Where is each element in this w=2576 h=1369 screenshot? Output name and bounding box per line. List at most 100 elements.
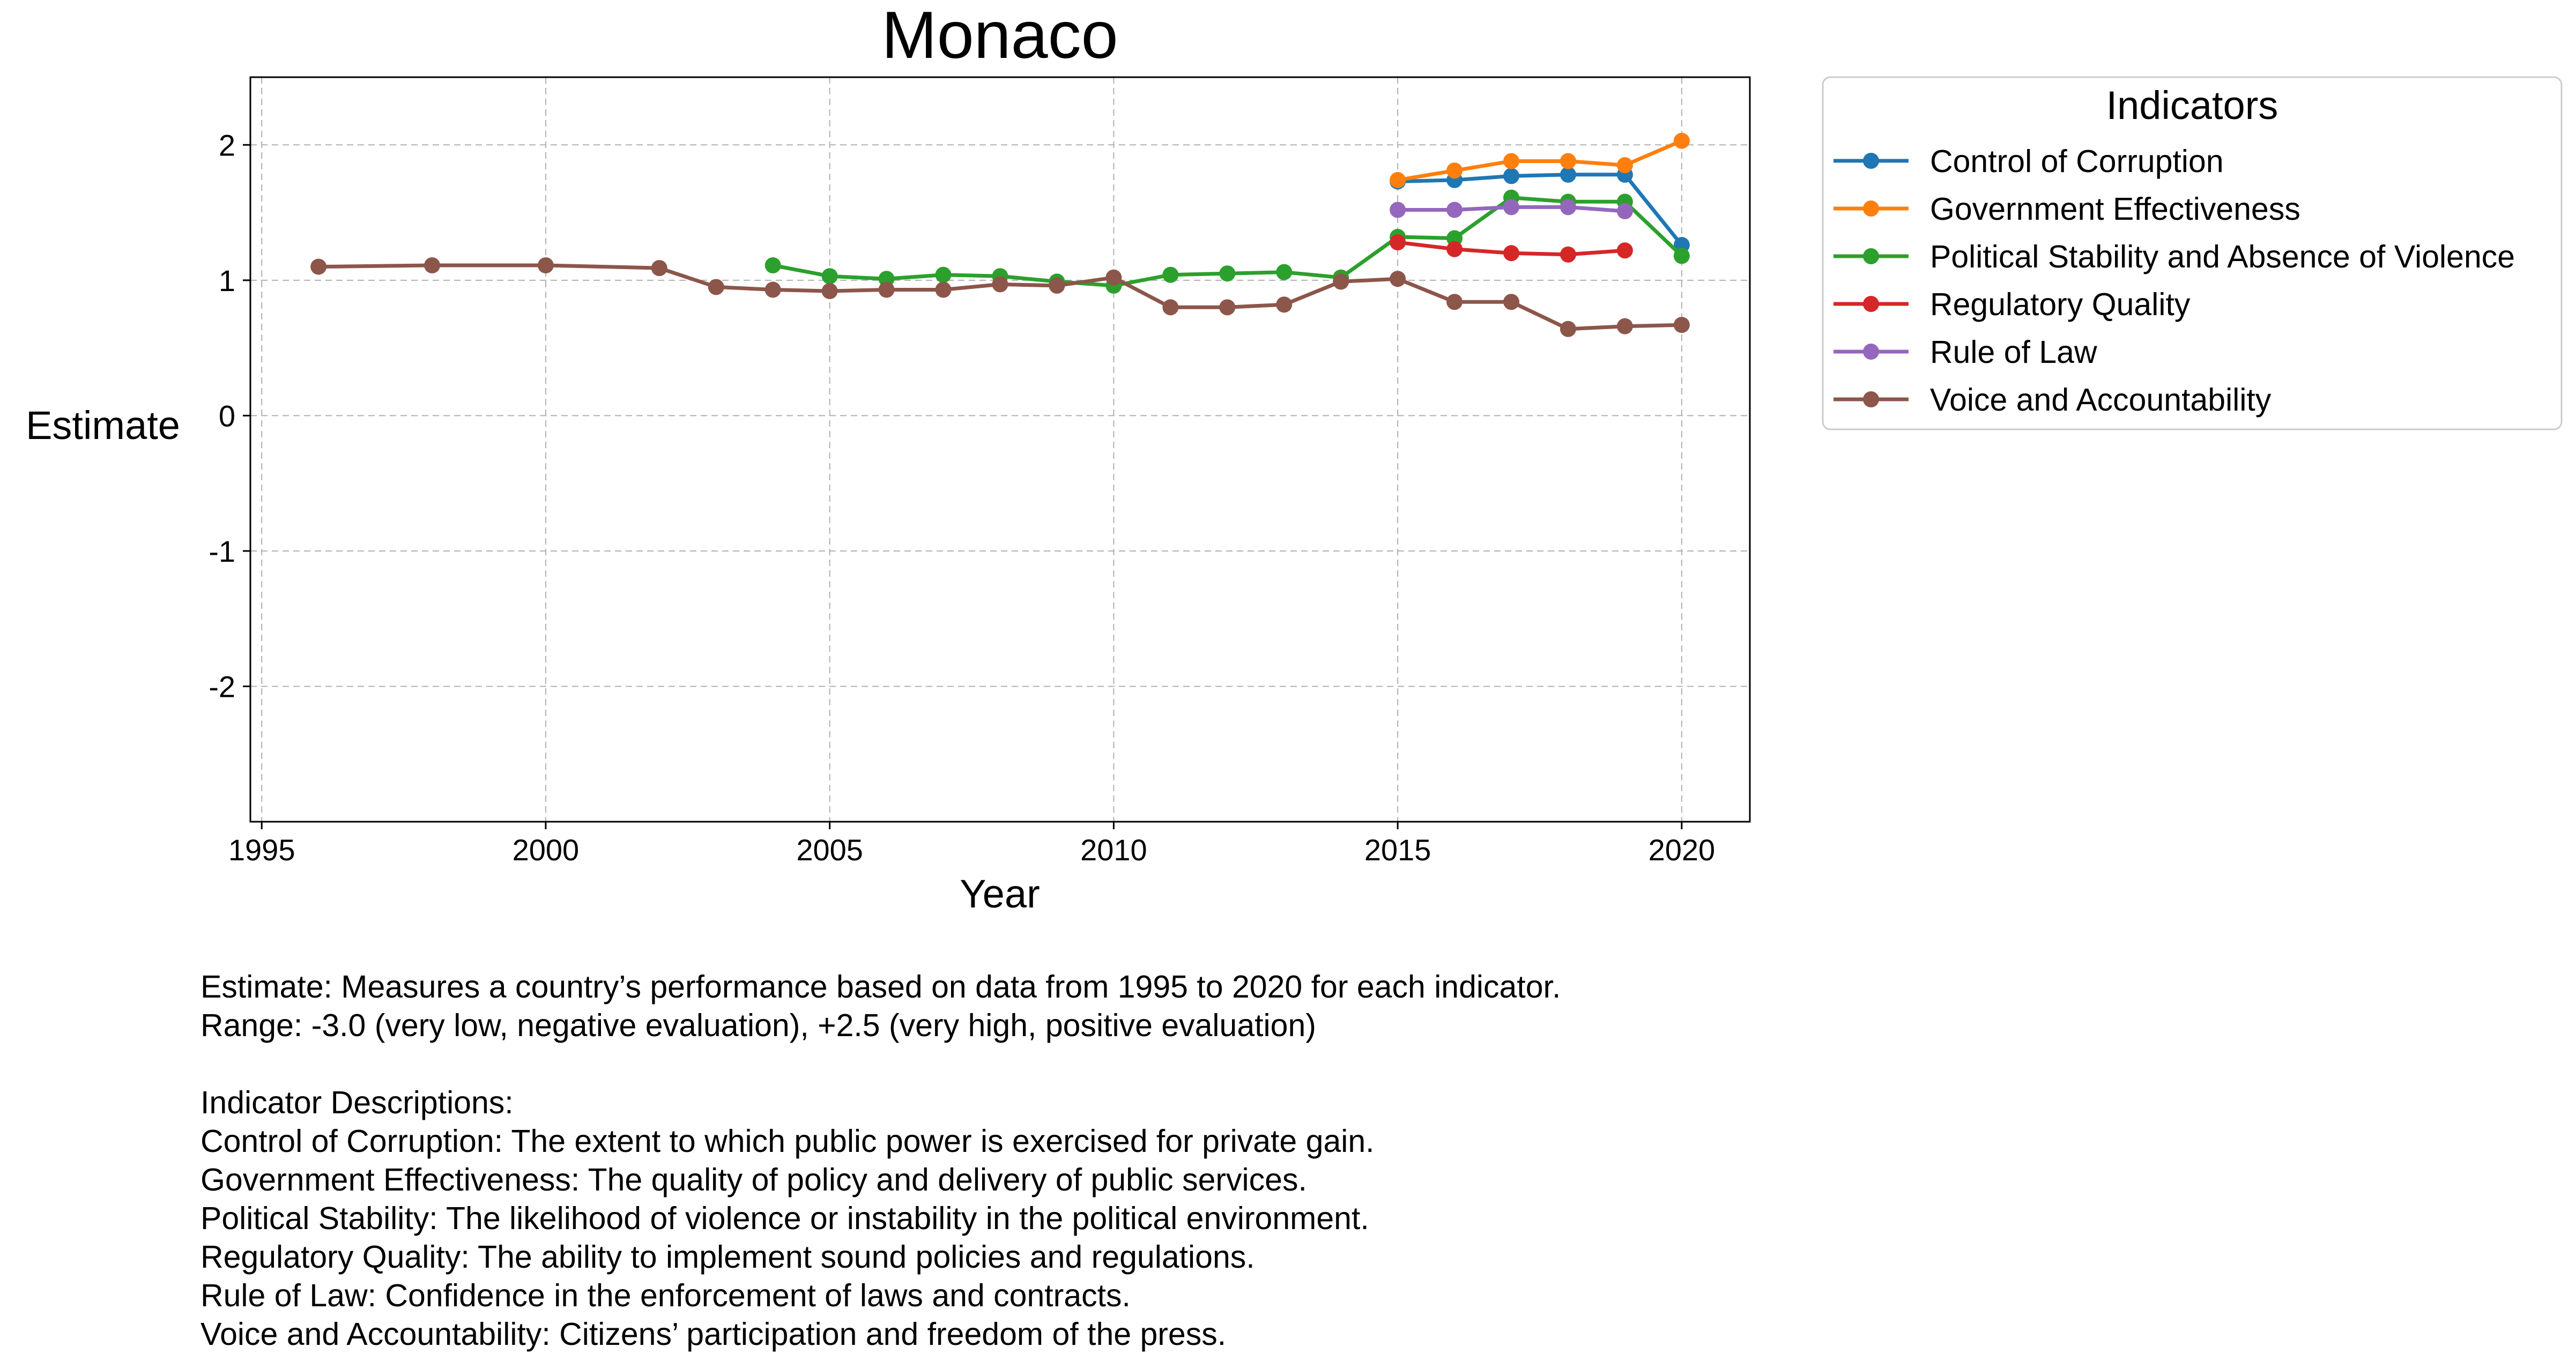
y-tick-label: 2 <box>219 128 235 162</box>
data-point <box>1503 245 1520 262</box>
legend: Indicators Control of Corruption Governme… <box>1822 76 2563 430</box>
data-point <box>1162 299 1179 316</box>
legend-item: Control of Corruption <box>1833 144 2224 179</box>
data-point <box>1616 318 1633 334</box>
data-point <box>1503 294 1520 310</box>
legend-label: Rule of Law <box>1930 334 2097 370</box>
data-point <box>1390 202 1406 218</box>
data-point <box>1503 153 1520 169</box>
data-point <box>1333 273 1349 290</box>
description-item: Rule of Law: Confidence in the enforceme… <box>201 1278 1131 1313</box>
series-line <box>1398 173 1683 247</box>
legend-label: Voice and Accountability <box>1930 382 2271 418</box>
notes-spacer <box>201 1045 2506 1083</box>
data-point <box>821 283 838 300</box>
chart: Monaco 1995 2000 2005 2010 2015 2020 -2-1012 … <box>26 0 2563 916</box>
series <box>1390 132 1690 188</box>
description-item: Government Effectiveness: The quality of… <box>201 1162 1307 1197</box>
legend-marker <box>1863 391 1879 407</box>
data-point <box>1446 294 1463 310</box>
x-tick-label: 2010 <box>1080 833 1147 867</box>
data-point <box>1560 199 1576 215</box>
data-point <box>1276 264 1293 280</box>
data-point <box>1446 241 1463 257</box>
data-point <box>1219 265 1236 282</box>
notes: Estimate: Measures a country’s performan… <box>201 968 2506 1353</box>
series-line <box>318 263 1682 331</box>
legend-label: Government Effectiveness <box>1930 191 2300 227</box>
data-point <box>764 281 781 298</box>
gridlines <box>250 77 1750 822</box>
data-point <box>764 257 781 274</box>
x-axis-ticks: 1995 2000 2005 2010 2015 2020 <box>228 822 1715 867</box>
data-point <box>1276 296 1293 313</box>
series-line <box>1397 139 1683 182</box>
legend-label: Political Stability and Absence of Viole… <box>1930 239 2515 274</box>
legend-item: Government Effectiveness <box>1833 191 2300 227</box>
data-point <box>1673 248 1690 264</box>
data-point <box>1560 153 1576 169</box>
x-tick-label: 2000 <box>513 833 580 867</box>
x-tick-label: 2020 <box>1649 833 1716 867</box>
data-point <box>1560 166 1576 183</box>
data-point <box>1390 172 1406 188</box>
data-point <box>708 279 724 295</box>
data-point <box>1162 266 1179 283</box>
y-axis-label: Estimate <box>26 403 180 448</box>
x-tick-label: 2015 <box>1364 833 1431 867</box>
legend-marker <box>1863 248 1879 264</box>
y-tick-label: -2 <box>209 669 235 703</box>
data-point <box>992 276 1008 293</box>
data-point <box>1560 321 1576 337</box>
legend-title: Indicators <box>2106 83 2278 128</box>
y-tick-label: 0 <box>219 399 235 433</box>
data-point <box>1560 246 1576 263</box>
data-point <box>1673 317 1690 333</box>
x-tick-label: 1995 <box>228 833 295 867</box>
data-point <box>1390 271 1406 287</box>
data-point <box>1503 168 1520 184</box>
description-item: Political Stability: The likelihood of v… <box>201 1201 1369 1236</box>
x-tick-label: 2005 <box>796 833 863 867</box>
plot-frame <box>249 76 1751 823</box>
data-point <box>878 281 895 298</box>
data-point <box>1616 242 1633 259</box>
data-point <box>1616 157 1633 174</box>
data-point <box>1446 202 1463 218</box>
data-point <box>935 266 952 283</box>
description-item: Control of Corruption: The extent to whi… <box>201 1124 1375 1159</box>
data-point <box>1390 234 1406 251</box>
data-point <box>651 260 667 277</box>
data-point <box>1446 162 1463 179</box>
y-axis-ticks: -2 -1 0 1 2 <box>209 128 250 703</box>
legend-frame <box>1822 76 2563 430</box>
legend-item: Regulatory Quality <box>1833 287 2191 322</box>
data-point <box>537 257 554 274</box>
description-item: Voice and Accountability: Citizens’ part… <box>201 1316 1227 1352</box>
data-point <box>424 257 441 274</box>
chart-title: Monaco <box>881 0 1118 72</box>
y-tick-label: -1 <box>209 534 235 568</box>
legend-item: Rule of Law <box>1833 334 2097 370</box>
legend-item: Political Stability and Absence of Viole… <box>1833 239 2515 274</box>
series <box>1390 234 1633 263</box>
range-note: Range: -3.0 (very low, negative evaluati… <box>201 1008 1316 1043</box>
legend-marker <box>1863 296 1879 312</box>
y-tick-label: 1 <box>219 264 235 297</box>
series <box>764 189 1690 294</box>
data-point <box>1673 132 1690 149</box>
description-item: Regulatory Quality: The ability to imple… <box>201 1239 1255 1275</box>
data-point <box>1219 299 1236 316</box>
data-point <box>821 268 838 285</box>
descriptions-heading: Indicator Descriptions: <box>201 1085 514 1120</box>
legend-items: Control of Corruption Government Effectiv… <box>1833 144 2515 418</box>
data-point <box>935 281 952 298</box>
legend-marker <box>1863 344 1879 360</box>
estimate-note: Estimate: Measures a country’s performan… <box>201 969 1561 1005</box>
plot-series <box>310 132 1690 337</box>
legend-label: Regulatory Quality <box>1930 287 2191 322</box>
data-point <box>1049 277 1065 294</box>
data-point <box>1105 269 1122 286</box>
data-point <box>1503 199 1520 215</box>
data-point <box>310 258 327 275</box>
